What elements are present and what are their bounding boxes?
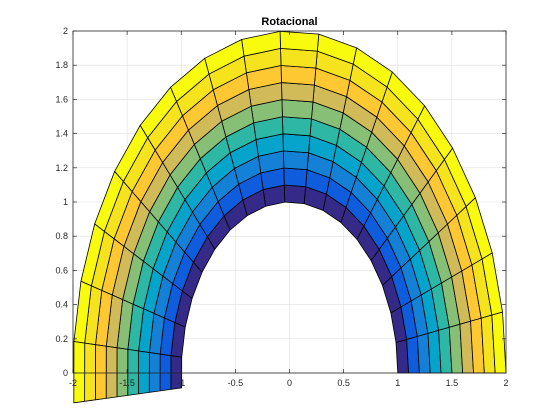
y-tick-label: 1 [63,197,68,207]
mesh-cell [282,133,311,154]
mesh-cell [73,341,86,404]
x-tick-label: -1 [177,378,185,388]
y-tick-label: 0.2 [55,334,68,344]
x-tick-label: 1.5 [446,378,459,388]
mesh-cell [84,342,96,402]
axis-ticks [72,30,507,374]
x-tick-label: 2 [503,378,508,388]
mesh-cell [280,65,317,86]
y-tick-label: 0.8 [55,231,68,241]
x-tick-label: 0.5 [337,378,350,388]
mesh-cell [148,352,161,393]
x-tick-label: -2 [69,378,77,388]
mesh-cell [279,30,320,52]
x-tick-label: -0.5 [228,378,244,388]
y-tick-label: 1.8 [55,60,68,70]
mesh-cell [138,350,150,395]
mesh-cell [281,82,315,103]
mesh-cell [116,347,129,398]
mesh-cell [280,48,318,69]
y-tick-label: 0.4 [55,300,68,310]
x-tick-label: 1 [395,378,400,388]
y-tick-label: 2 [63,26,68,36]
mesh-cell [282,116,312,137]
y-tick-label: 1.2 [55,163,68,173]
mesh-cell [105,345,118,399]
mesh-cell [127,349,139,396]
mesh-cell [283,167,308,188]
chart-title: Rotacional [261,16,317,28]
mesh-surface [73,30,507,404]
x-tick-label: 0 [287,378,292,388]
y-tick-label: 0 [63,368,68,378]
mesh-cell [94,344,107,401]
x-tick-labels: -2 -1.5 -1 -0.5 0 0.5 1 1.5 2 [69,378,509,388]
x-tick-label: -1.5 [119,378,135,388]
mesh-cell [283,184,307,204]
y-tick-labels: 0 0.2 0.4 0.6 0.8 1 1.2 1.4 1.6 1.8 2 [55,26,68,378]
y-tick-label: 1.4 [55,129,68,139]
mesh-cell [159,353,172,392]
mesh-cell [281,99,314,120]
y-tick-label: 1.6 [55,94,68,104]
mesh-cell [282,150,309,171]
y-tick-label: 0.6 [55,265,68,275]
